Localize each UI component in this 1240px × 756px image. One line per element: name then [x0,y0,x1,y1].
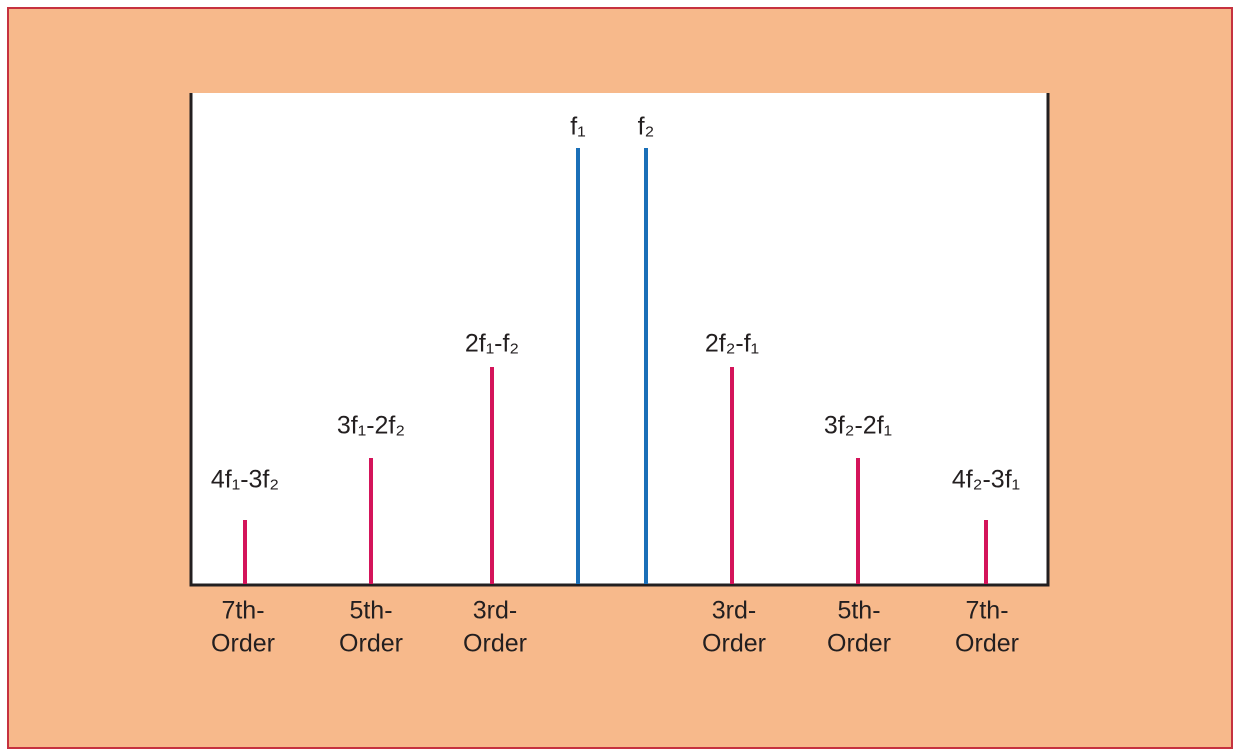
plot-area [191,93,1048,585]
order-label: 5th- [349,597,392,625]
order-label: Order [827,630,891,658]
order-label: Order [211,630,275,658]
line-label: 3f₂-2f₁ [824,412,892,440]
plot-border [189,93,1050,587]
line-label: 2f₂-f₁ [705,330,759,358]
order-label: 7th- [221,597,264,625]
order-label: 3rd- [473,597,517,625]
order-label: Order [339,630,403,658]
order-label: 3rd- [712,597,756,625]
order-label: Order [702,630,766,658]
line-label: 4f₁-3f₂ [211,466,279,494]
line-label: f₂ [638,113,655,141]
order-label: Order [955,630,1019,658]
order-label: 7th- [965,597,1008,625]
line-label: 3f₁-2f₂ [337,412,405,440]
line-label: 4f₂-3f₁ [952,466,1020,494]
line-label: 2f₁-f₂ [465,330,519,358]
line-label: f₁ [570,113,585,141]
order-label: Order [463,630,527,658]
order-label: 5th- [837,597,880,625]
